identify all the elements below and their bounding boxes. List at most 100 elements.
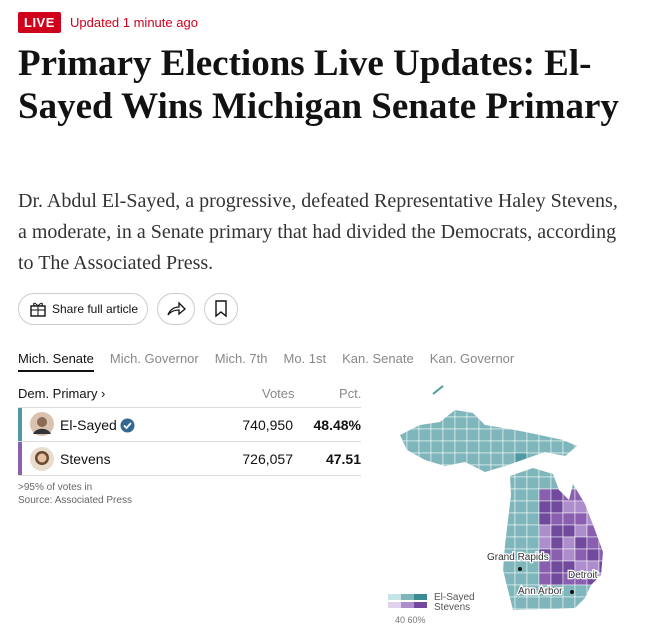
county <box>538 572 552 586</box>
county <box>562 536 576 550</box>
county <box>598 512 603 526</box>
county <box>586 452 600 466</box>
county <box>562 440 576 454</box>
county <box>478 536 492 550</box>
candidate-name: El-Sayed <box>60 417 117 433</box>
county <box>478 410 492 418</box>
county <box>562 428 576 442</box>
county <box>538 608 552 610</box>
county <box>502 476 516 490</box>
share-label: Share full article <box>51 302 139 316</box>
save-button[interactable] <box>204 293 238 325</box>
race-link[interactable]: Dem. Primary › <box>18 386 106 401</box>
county <box>406 476 420 490</box>
county <box>550 512 564 526</box>
county <box>514 452 528 466</box>
county <box>574 476 588 490</box>
county <box>430 572 444 586</box>
county <box>418 452 432 466</box>
county <box>562 464 576 478</box>
county <box>514 512 528 526</box>
county <box>478 452 492 466</box>
county <box>598 572 603 586</box>
race-tab[interactable]: Kan. Senate <box>342 351 414 366</box>
share-button[interactable]: Share full article <box>18 293 148 325</box>
county <box>502 524 516 538</box>
county <box>550 428 564 442</box>
county <box>550 488 564 502</box>
forward-button[interactable] <box>157 293 195 325</box>
note: >95% of votes in <box>18 482 93 493</box>
county <box>562 512 576 526</box>
county <box>574 584 588 598</box>
county <box>598 452 603 466</box>
county <box>598 584 603 598</box>
county <box>490 410 504 418</box>
county <box>406 488 420 502</box>
updated-time: Updated 1 minute ago <box>70 15 198 30</box>
county <box>442 428 456 442</box>
county <box>538 416 552 430</box>
county <box>442 464 456 478</box>
legend-swatch <box>414 594 427 600</box>
county <box>586 440 600 454</box>
county <box>430 452 444 466</box>
county <box>430 512 444 526</box>
county <box>454 572 468 586</box>
county <box>550 560 564 574</box>
percent: 47.51 <box>325 451 361 467</box>
county <box>538 596 552 610</box>
county <box>478 476 492 490</box>
county <box>418 428 432 442</box>
county <box>418 536 432 550</box>
county <box>562 452 576 466</box>
county <box>400 560 408 574</box>
county <box>454 500 468 514</box>
county <box>454 428 468 442</box>
legend-swatch <box>388 594 401 600</box>
county <box>538 452 552 466</box>
county <box>406 500 420 514</box>
county <box>550 536 564 550</box>
race-tab[interactable]: Kan. Governor <box>429 351 515 366</box>
county <box>538 464 552 478</box>
county <box>586 464 600 478</box>
county <box>442 524 456 538</box>
race-tab[interactable]: Mich. Governor <box>109 351 199 366</box>
county <box>574 410 588 418</box>
county <box>550 548 564 562</box>
county <box>550 500 564 514</box>
county <box>562 416 576 430</box>
legend-swatch <box>401 602 414 608</box>
county <box>454 548 468 562</box>
county <box>574 452 588 466</box>
race-tab[interactable]: Mo. 1st <box>283 351 327 366</box>
county <box>574 536 588 550</box>
county <box>466 464 480 478</box>
county <box>418 416 432 430</box>
county <box>550 572 564 586</box>
county <box>478 608 492 610</box>
county <box>406 452 420 466</box>
race-tab[interactable]: Mich. 7th <box>214 351 268 366</box>
county <box>526 512 540 526</box>
county <box>598 596 603 610</box>
county <box>454 488 468 502</box>
county <box>442 488 456 502</box>
county <box>406 464 420 478</box>
county <box>454 440 468 454</box>
county <box>490 476 504 490</box>
county <box>400 524 408 538</box>
race-tab[interactable]: Mich. Senate <box>18 351 94 372</box>
county <box>526 452 540 466</box>
county <box>442 452 456 466</box>
county <box>430 410 444 418</box>
county <box>430 500 444 514</box>
county <box>418 500 432 514</box>
gift-icon <box>30 302 46 317</box>
county <box>442 476 456 490</box>
county <box>400 410 408 418</box>
legend: El-Sayed Stevens 40 60% <box>388 592 475 625</box>
county <box>598 524 603 538</box>
